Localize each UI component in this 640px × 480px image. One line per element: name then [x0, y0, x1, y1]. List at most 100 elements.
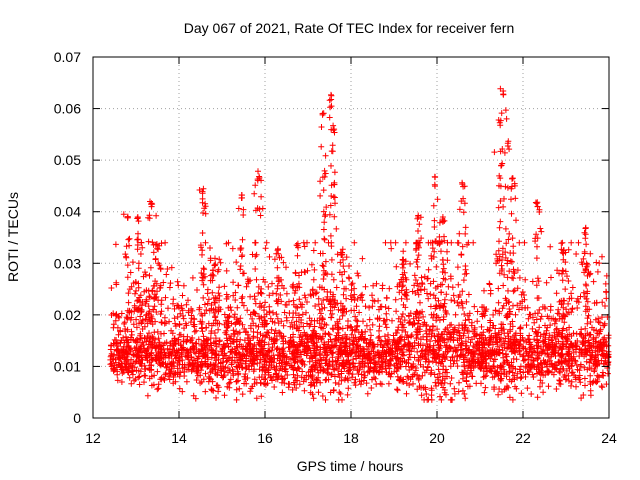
- data-point: [406, 347, 413, 354]
- data-point: [322, 170, 329, 177]
- data-point: [259, 205, 266, 212]
- data-point: [252, 239, 259, 246]
- data-point: [345, 385, 352, 392]
- data-point: [278, 359, 285, 366]
- data-point: [602, 354, 609, 360]
- data-point: [500, 88, 507, 94]
- data-point: [583, 241, 590, 248]
- data-point: [144, 357, 151, 364]
- data-point: [190, 343, 197, 350]
- data-point: [329, 142, 336, 149]
- data-point: [503, 240, 510, 247]
- data-point: [484, 326, 491, 333]
- data-point: [383, 324, 390, 331]
- data-point: [498, 325, 505, 332]
- data-point: [192, 395, 199, 402]
- data-point: [142, 372, 149, 379]
- data-point: [205, 296, 212, 303]
- data-point: [443, 391, 449, 398]
- data-point: [442, 344, 449, 351]
- data-point: [595, 315, 602, 322]
- data-point: [233, 336, 240, 343]
- data-point: [202, 239, 209, 246]
- data-point: [243, 353, 250, 360]
- data-point: [492, 330, 499, 337]
- data-point: [529, 314, 536, 321]
- data-point: [240, 206, 247, 213]
- data-point: [534, 356, 541, 362]
- data-point: [447, 345, 454, 352]
- data-point: [407, 260, 414, 267]
- data-point: [294, 372, 301, 379]
- data-point: [343, 340, 350, 347]
- data-point: [536, 324, 543, 331]
- data-point: [138, 363, 145, 370]
- data-point: [394, 343, 400, 350]
- data-point: [194, 355, 201, 362]
- data-point: [462, 338, 469, 345]
- data-point: [202, 370, 209, 377]
- data-point: [562, 286, 569, 293]
- data-point: [335, 355, 342, 362]
- data-point: [331, 169, 338, 176]
- data-point: [471, 330, 478, 337]
- data-point: [462, 230, 469, 237]
- data-point: [392, 239, 399, 246]
- data-point: [169, 358, 175, 365]
- data-point: [591, 300, 598, 307]
- data-point: [211, 309, 218, 316]
- data-point: [155, 341, 162, 348]
- data-point: [151, 329, 158, 336]
- x-tick-label: 20: [429, 430, 445, 446]
- data-point: [363, 353, 370, 360]
- data-point: [518, 374, 525, 381]
- data-point: [478, 331, 485, 338]
- data-point: [269, 344, 276, 351]
- data-point: [569, 284, 576, 291]
- data-point: [449, 284, 456, 291]
- data-point: [462, 395, 469, 402]
- data-point: [376, 369, 383, 376]
- data-point: [264, 329, 270, 336]
- data-point: [184, 350, 191, 357]
- data-point: [212, 313, 219, 320]
- data-point: [138, 309, 145, 316]
- data-point: [431, 217, 438, 224]
- data-point: [577, 293, 584, 300]
- data-point: [266, 292, 273, 299]
- data-point: [321, 167, 328, 174]
- data-point: [516, 239, 523, 246]
- data-point: [331, 304, 338, 311]
- data-point: [339, 251, 346, 258]
- data-point: [513, 385, 520, 392]
- data-point: [474, 358, 481, 365]
- data-point: [195, 367, 202, 374]
- data-point: [237, 266, 244, 273]
- data-point: [233, 396, 240, 403]
- data-point: [242, 360, 249, 367]
- data-point: [418, 274, 425, 281]
- data-point: [290, 371, 297, 378]
- data-point: [517, 368, 524, 375]
- data-point: [315, 295, 322, 302]
- data-point: [417, 299, 423, 306]
- data-point: [435, 374, 441, 381]
- data-point: [239, 364, 246, 371]
- data-point: [358, 378, 365, 385]
- data-point: [427, 291, 434, 298]
- data-point: [113, 364, 120, 371]
- data-point: [261, 358, 268, 364]
- data-point: [250, 328, 257, 335]
- data-point: [139, 317, 146, 324]
- data-point: [580, 289, 587, 296]
- data-point: [171, 315, 178, 322]
- data-point: [195, 336, 202, 343]
- data-point: [566, 331, 573, 338]
- data-point: [257, 356, 264, 363]
- data-point: [463, 378, 470, 384]
- data-point: [341, 285, 348, 292]
- data-point: [440, 217, 447, 224]
- data-point: [384, 338, 391, 345]
- data-point: [362, 303, 369, 310]
- data-point: [400, 343, 407, 350]
